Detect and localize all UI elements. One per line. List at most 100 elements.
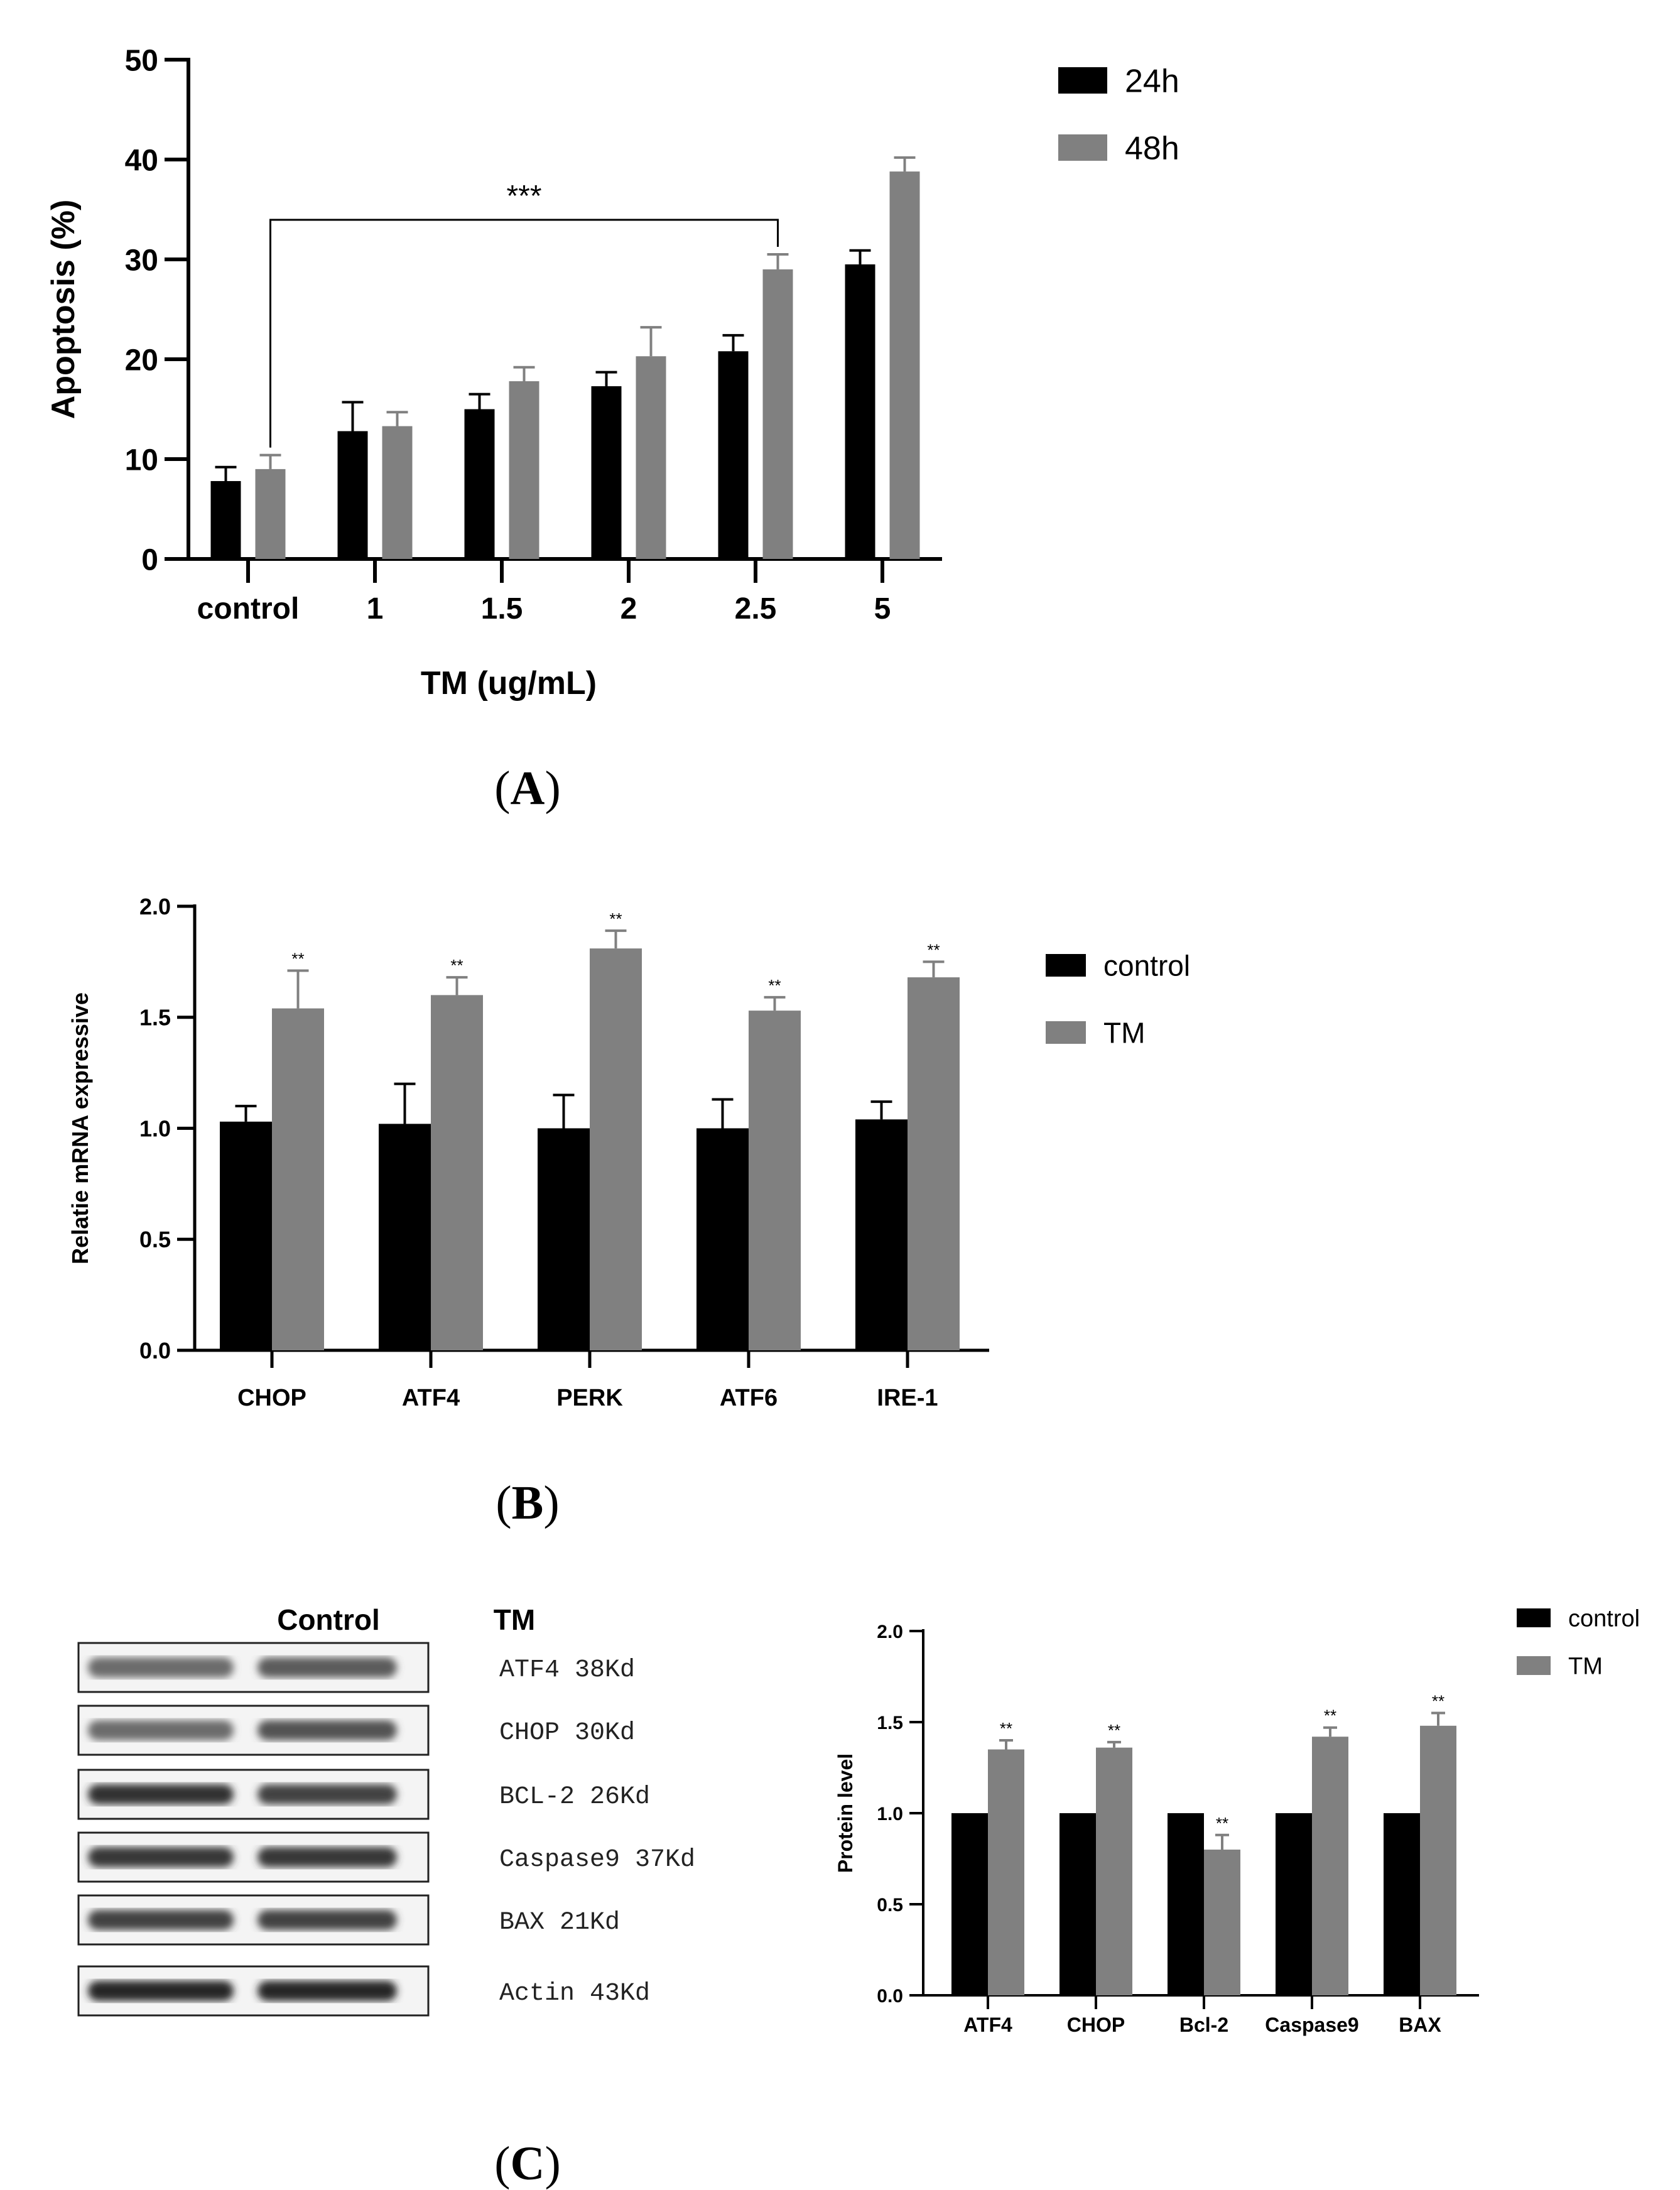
panel-label-B: (B): [496, 1477, 559, 1529]
bar-control-PERK: [538, 1128, 590, 1350]
x-tick-label: PERK: [556, 1385, 623, 1411]
y-tick-label: 20: [125, 344, 158, 377]
bar-control-ATF6: [696, 1128, 749, 1350]
blot-band: [88, 1720, 234, 1740]
legend-label: control: [1103, 950, 1190, 982]
bar-TM-BAX: [1420, 1725, 1456, 1995]
y-tick-label: 0.5: [877, 1895, 903, 1916]
significance-stars: **: [291, 950, 304, 968]
y-tick-label: 0: [141, 543, 158, 577]
blot-band: [88, 1784, 234, 1804]
y-tick-label: 1.5: [877, 1713, 903, 1733]
blot-band: [257, 1981, 397, 2001]
bar-control-IRE-1: [855, 1119, 908, 1350]
blot-band: [257, 1847, 397, 1867]
x-tick-label: BAX: [1399, 2014, 1441, 2036]
bar-24h-5: [845, 264, 875, 559]
blot-band-label: Actin 43Kd: [499, 1980, 650, 2008]
x-tick-label: control: [197, 592, 300, 626]
significance-stars: **: [927, 940, 940, 959]
blot-band-label: CHOP 30Kd: [499, 1719, 635, 1747]
x-tick-label: 2: [621, 592, 637, 626]
x-axis-label: TM (ug/mL): [421, 665, 597, 702]
panel-label-A: (A): [494, 762, 561, 815]
legend-swatch-TM: [1517, 1656, 1551, 1675]
x-tick-label: 2.5: [735, 592, 777, 626]
x-tick-label: ATF4: [402, 1385, 460, 1411]
legend-swatch-control: [1517, 1608, 1551, 1627]
x-tick-label: IRE-1: [877, 1385, 938, 1411]
blot-band: [257, 1784, 397, 1804]
bar-control-ATF4: [951, 1813, 988, 1995]
x-tick-label: CHOP: [237, 1385, 306, 1411]
bar-24h-1: [337, 431, 368, 559]
legend-swatch-control: [1046, 954, 1086, 977]
significance-bracket: [269, 219, 779, 448]
legend-swatch-24h: [1058, 67, 1107, 94]
bar-TM-PERK: [590, 948, 642, 1350]
blot-band-label: BAX 21Kd: [499, 1909, 620, 1937]
legend-swatch-48h: [1058, 134, 1107, 161]
blot-band: [88, 1847, 234, 1867]
significance-stars: **: [1432, 1692, 1444, 1711]
significance-stars: **: [609, 909, 622, 928]
blot-band: [257, 1720, 397, 1740]
bar-48h-2: [636, 356, 666, 559]
bar-control-Caspase9: [1276, 1813, 1312, 1995]
bar-24h-2: [591, 386, 622, 559]
legend-label: 24h: [1125, 63, 1179, 100]
chart-C: 0.0 0.5 1.0 1.5 2.0 Protein level ** ATF4 ** CHOP…: [494, 1606, 1640, 2190]
y-tick-label: 0.5: [139, 1227, 171, 1252]
blot-band-label: ATF4 38Kd: [499, 1656, 635, 1684]
y-tick-label: 2.0: [877, 1622, 903, 1642]
significance-stars: **: [1216, 1814, 1228, 1833]
legend-label: control: [1568, 1606, 1640, 1632]
significance-stars: **: [768, 976, 781, 995]
y-tick-label: 2.0: [139, 894, 171, 919]
legend-label: TM: [1568, 1654, 1603, 1680]
blot-band: [88, 1981, 234, 2001]
y-axis-label: Protein level: [834, 1754, 857, 1873]
legend-label: TM: [1103, 1017, 1145, 1049]
chart-B: 0.0 0.5 1.0 1.5 2.0 Relatie mRNA expressive **…: [67, 894, 1190, 1529]
western-blot: Control TM ATF4 38Kd CHOP 30Kd BCL-2 26Kd Cas…: [77, 1603, 695, 2017]
y-tick-label: 30: [125, 244, 158, 277]
blot-band-label: Caspase9 37Kd: [499, 1846, 695, 1874]
panel-label-C: (C): [494, 2137, 561, 2190]
bar-control-CHOP: [1059, 1813, 1096, 1995]
blot-band-label: BCL-2 26Kd: [499, 1783, 650, 1811]
blot-band: [88, 1910, 234, 1930]
y-axis-label: Apoptosis (%): [45, 200, 82, 420]
bar-TM-ATF4: [431, 995, 483, 1350]
significance-stars: **: [1324, 1706, 1336, 1725]
bar-24h-2.5: [718, 351, 749, 559]
y-tick-label: 1.0: [877, 1804, 903, 1824]
significance-stars: **: [1000, 1719, 1012, 1738]
y-tick-label: 1.0: [139, 1115, 171, 1141]
bar-TM-ATF6: [749, 1011, 801, 1350]
bar-24h-1.5: [464, 409, 495, 559]
y-tick-label: 10: [125, 443, 158, 477]
bar-48h-5: [889, 171, 920, 560]
significance-label: ***: [506, 180, 541, 213]
blot-band: [257, 1910, 397, 1930]
x-tick-label: 1: [367, 592, 384, 626]
y-tick-label: 1.5: [139, 1005, 171, 1031]
bar-control-CHOP: [220, 1121, 272, 1350]
blot-col-label-control: Control: [277, 1603, 380, 1636]
bar-24h-control: [210, 480, 241, 559]
bar-48h-1: [382, 426, 413, 559]
legend-swatch-TM: [1046, 1021, 1086, 1044]
chart-A: 0 10 20 30 40 50 Apoptosis (%) control 1 1.5 2 2.5 5…: [45, 44, 1179, 815]
bar-control-BAX: [1384, 1813, 1420, 1995]
bar-48h-2.5: [762, 269, 793, 559]
y-tick-label: 0.0: [877, 1986, 903, 2007]
blot-band: [88, 1657, 234, 1678]
bar-TM-CHOP: [272, 1008, 324, 1350]
x-tick-label: ATF6: [720, 1385, 778, 1411]
bar-control-ATF4: [379, 1124, 431, 1350]
bar-TM-ATF4: [988, 1749, 1024, 1995]
significance-stars: **: [450, 956, 463, 975]
y-tick-label: 50: [125, 44, 158, 77]
